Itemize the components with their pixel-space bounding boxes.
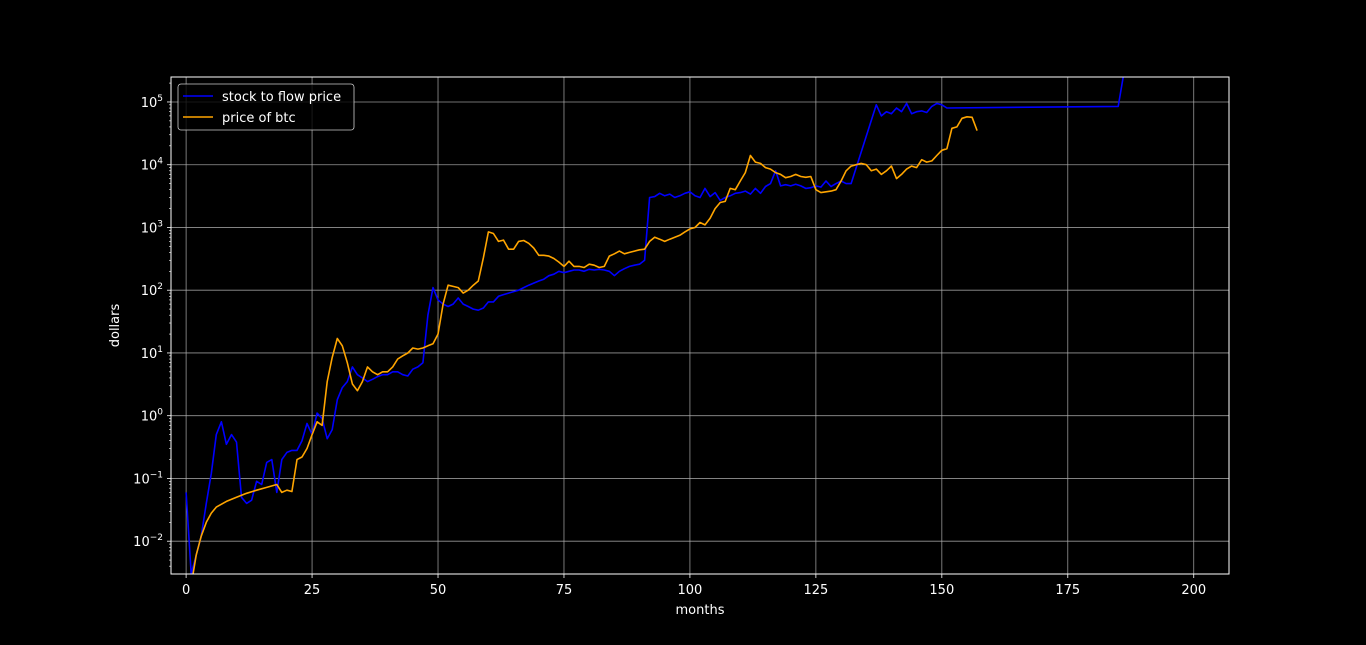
y-tick-label: 100 [141,408,164,425]
grid-lines [171,77,1229,574]
y-tick-label: 102 [141,282,163,299]
x-tick-label: 150 [929,583,954,598]
y-tick-label: 103 [141,219,163,236]
x-tick-label: 50 [430,583,447,598]
legend-label: stock to flow price [222,90,341,105]
y-axis-ticks: 10−2 10−1 100 101 102 103 104 105 [133,82,171,567]
y-tick-label: 10−2 [133,533,163,550]
y-tick-label: 101 [141,345,163,362]
y-tick-label: 105 [141,94,163,111]
x-tick-label: 100 [678,583,703,598]
legend-label: price of btc [222,111,296,126]
y-tick-label: 104 [141,157,164,174]
y-axis-label: dollars [108,304,123,348]
plot-area [185,77,1124,574]
axes-frame [170,76,1230,575]
x-tick-label: 0 [182,583,190,598]
x-tick-label: 25 [304,583,321,598]
x-tick-label: 200 [1181,583,1206,598]
series-line-stock-to-flow [185,77,1124,574]
x-axis-ticks: 0 25 50 75 100 125 150 175 200 [182,574,1206,598]
x-tick-label: 125 [803,583,828,598]
legend: stock to flow price price of btc [177,83,355,131]
x-tick-label: 175 [1055,583,1080,598]
x-axis-label: months [676,603,725,618]
legend-box [177,83,355,131]
x-tick-label: 75 [556,583,573,598]
y-tick-label: 10−1 [133,470,163,487]
series-line-btc-price [192,116,978,574]
